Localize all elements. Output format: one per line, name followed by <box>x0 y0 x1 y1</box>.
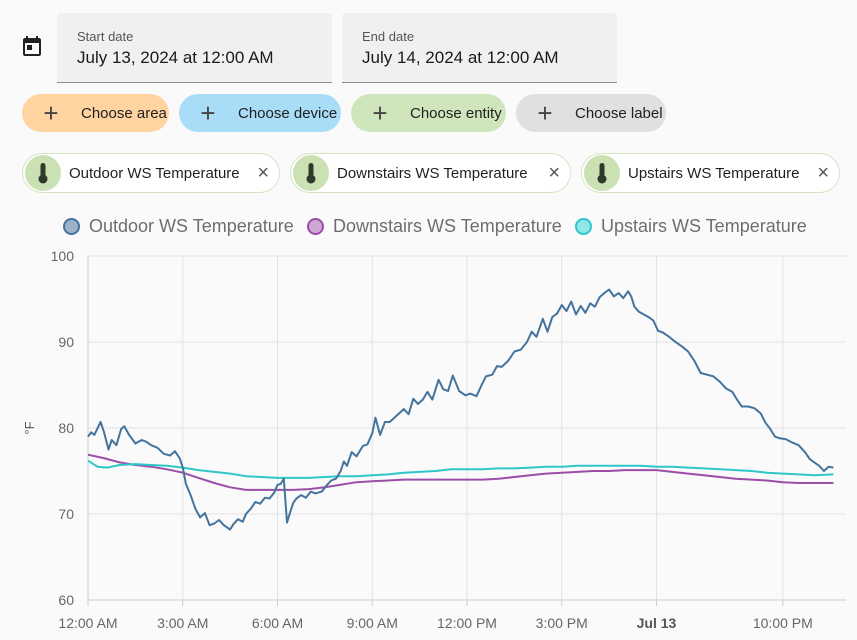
y-tick-label: 100 <box>51 248 75 264</box>
choose-entity-label: Choose entity <box>410 104 502 122</box>
choose-device-button[interactable]: + Choose device <box>179 94 341 132</box>
end-date-field[interactable]: End date July 14, 2024 at 12:00 AM <box>342 13 617 83</box>
legend-item-outdoor[interactable]: Outdoor WS Temperature <box>63 213 294 239</box>
calendar-icon[interactable] <box>20 34 44 58</box>
y-axis-ticks: 100 90 80 70 60 <box>51 248 75 608</box>
close-icon[interactable]: × <box>548 162 560 184</box>
x-tick-label: 9:00 AM <box>347 615 398 631</box>
entity-pill-upstairs[interactable]: Upstairs WS Temperature × <box>581 153 840 193</box>
entity-pill-label: Outdoor WS Temperature <box>69 164 240 182</box>
x-tick-label: 6:00 AM <box>252 615 303 631</box>
legend-item-downstairs[interactable]: Downstairs WS Temperature <box>307 213 562 239</box>
series-line-0[interactable] <box>87 288 834 531</box>
plus-icon: + <box>372 98 388 128</box>
entity-pill-label: Downstairs WS Temperature <box>337 164 528 182</box>
start-date-value: July 13, 2024 at 12:00 AM <box>77 48 274 67</box>
start-date-field[interactable]: Start date July 13, 2024 at 12:00 AM <box>57 13 332 83</box>
start-date-label: Start date <box>77 29 134 44</box>
x-tick-label: 3:00 AM <box>157 615 208 631</box>
entity-pill-label: Upstairs WS Temperature <box>628 164 800 182</box>
series-line-1[interactable] <box>87 453 834 491</box>
chart-grid <box>87 255 846 606</box>
plus-icon: + <box>43 98 59 128</box>
close-icon[interactable]: × <box>817 162 829 184</box>
x-tick-label: 3:00 PM <box>536 615 588 631</box>
y-tick-label: 60 <box>58 592 74 608</box>
legend-dot <box>575 217 592 235</box>
x-tick-label: Jul 13 <box>637 615 677 631</box>
y-axis-label: °F <box>22 421 37 434</box>
x-tick-label: 12:00 AM <box>58 615 117 631</box>
y-tick-label: 80 <box>58 420 74 436</box>
y-tick-label: 90 <box>58 334 74 350</box>
choose-entity-button[interactable]: + Choose entity <box>351 94 506 132</box>
thermometer-icon <box>584 155 620 191</box>
x-axis-ticks: 12:00 AM 3:00 AM 6:00 AM 9:00 AM 12:00 PM 3:0… <box>58 615 812 631</box>
chart-series <box>87 288 834 531</box>
thermometer-icon <box>293 155 329 191</box>
legend-label: Upstairs WS Temperature <box>601 215 807 236</box>
entity-pill-downstairs[interactable]: Downstairs WS Temperature × <box>290 153 571 193</box>
choose-label-label: Choose label <box>575 104 663 122</box>
thermometer-icon <box>25 155 61 191</box>
entity-pill-outdoor[interactable]: Outdoor WS Temperature × <box>22 153 280 193</box>
legend-dot <box>63 217 80 235</box>
choose-area-button[interactable]: + Choose area <box>22 94 169 132</box>
plus-icon: + <box>537 98 553 128</box>
plus-icon: + <box>200 98 216 128</box>
x-tick-label: 12:00 PM <box>437 615 497 631</box>
legend-label: Outdoor WS Temperature <box>89 215 294 236</box>
end-date-value: July 14, 2024 at 12:00 AM <box>362 48 559 67</box>
end-date-label: End date <box>362 29 415 44</box>
series-line-2[interactable] <box>87 459 834 479</box>
choose-label-button[interactable]: + Choose label <box>516 94 666 132</box>
choose-device-label: Choose device <box>238 104 338 122</box>
choose-area-label: Choose area <box>81 104 167 122</box>
legend-item-upstairs[interactable]: Upstairs WS Temperature <box>575 213 807 239</box>
legend-dot <box>307 217 324 235</box>
close-icon[interactable]: × <box>257 162 269 184</box>
y-tick-label: 70 <box>58 506 74 522</box>
x-tick-label: 10:00 PM <box>753 615 813 631</box>
legend-label: Downstairs WS Temperature <box>333 215 562 236</box>
